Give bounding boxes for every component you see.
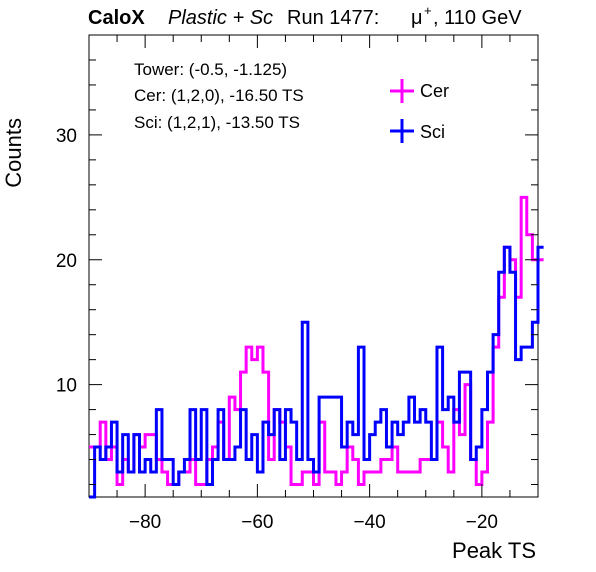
y-tick-label: 20 <box>56 251 77 272</box>
material-label: Plastic + Sc <box>168 7 273 29</box>
legend-label-cer: Cer <box>420 81 449 101</box>
beam-particle-label: μ <box>411 7 423 29</box>
tower-info: Tower: (-0.5, -1.125) <box>134 60 287 79</box>
run-label: Run 1477: <box>287 7 379 29</box>
brand-label: CaloX <box>88 7 145 29</box>
x-tick-label: −60 <box>241 512 273 533</box>
series-layer <box>89 195 544 499</box>
y-tick-label: 30 <box>56 126 77 147</box>
x-tick-label: −20 <box>466 512 498 533</box>
legend-label-sci: Sci <box>420 122 445 142</box>
series-line-sci <box>89 245 544 499</box>
legend: Cer Sci <box>390 79 449 143</box>
tick-layer: −80 −60 −40 −20 10 20 30 <box>56 34 539 533</box>
sci-info: Sci: (1,2,1), -13.50 TS <box>134 113 300 132</box>
beam-energy-label: , 110 GeV <box>433 7 522 29</box>
beam-charge-label: + <box>424 3 432 18</box>
x-tick-label: −40 <box>354 512 386 533</box>
y-tick-label: 10 <box>56 376 77 397</box>
x-tick-label: −80 <box>129 512 161 533</box>
cer-info: Cer: (1,2,0), -16.50 TS <box>134 86 304 105</box>
y-axis-title: Counts <box>1 118 26 188</box>
x-axis-title: Peak TS <box>452 538 536 563</box>
